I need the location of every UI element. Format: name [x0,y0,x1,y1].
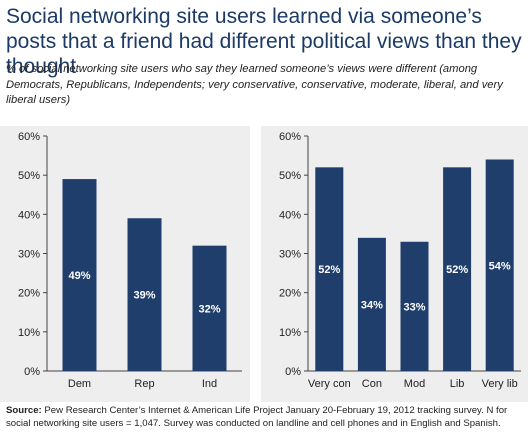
ideology-bar [485,159,514,371]
party-y-tick-label: 20% [18,288,40,300]
ideology-y-tick-label: 30% [279,249,301,261]
party-y-tick-label: 30% [18,249,40,261]
party-category-label: Dem [68,378,91,390]
ideology-bar [357,237,386,371]
ideology-y-tick-label: 20% [279,288,301,300]
ideology-data-label: 54% [489,260,511,272]
ideology-chart-panel: 0% 10% 20% 30% 40% 50% 60% 52% Very con 34% Con 33%… [261,126,528,402]
party-bar [62,179,97,371]
ideology-y-tick-label: 0% [285,366,301,378]
ideology-data-label: 33% [403,301,425,313]
party-bar-chart: 0% 10% 20% 30% 40% 50% 60% 49% Dem 39% Rep 32% Ind [18,131,242,390]
ideology-y-tick-label: 40% [279,209,301,221]
party-y-tick-label: 60% [18,131,40,143]
party-data-label: 49% [68,270,90,282]
ideology-category-label: Mod [404,378,425,390]
ideology-category-label: Very lib [482,378,518,390]
ideology-bar-chart: 0% 10% 20% 30% 40% 50% 60% 52% Very con 34% Con 33%… [279,131,521,390]
ideology-data-label: 34% [361,299,383,311]
party-y-tick-label: 40% [18,209,40,221]
ideology-bar [443,167,472,371]
party-chart-panel: 0% 10% 20% 30% 40% 50% 60% 49% Dem 39% Rep 32% Ind [0,126,250,402]
ideology-y-tick-label: 60% [279,131,301,143]
ideology-y-tick-label: 50% [279,170,301,182]
party-data-label: 39% [133,290,155,302]
source-text: Pew Research Center’s Internet & America… [6,405,508,429]
source-label: Source: [6,405,42,416]
ideology-category-label: Lib [450,378,465,390]
party-category-label: Ind [202,378,217,390]
ideology-category-label: Con [362,378,382,390]
source-note: Source: Pew Research Center’s Internet &… [6,404,526,430]
ideology-bar [315,167,344,371]
ideology-category-label: Very con [308,378,351,390]
ideology-y-tick-label: 10% [279,327,301,339]
party-y-tick-label: 50% [18,170,40,182]
party-y-tick-label: 0% [24,366,40,378]
chart-subtitle: % of social networking site users who sa… [6,63,503,106]
ideology-bar [400,241,429,371]
party-y-tick-label: 10% [18,327,40,339]
chart-title: Social networking site users learned via… [6,5,522,78]
party-category-label: Rep [134,378,154,390]
ideology-data-label: 52% [446,264,468,276]
party-bar [127,218,162,371]
party-data-label: 32% [198,303,220,315]
ideology-data-label: 52% [318,264,340,276]
party-bar [192,245,227,371]
